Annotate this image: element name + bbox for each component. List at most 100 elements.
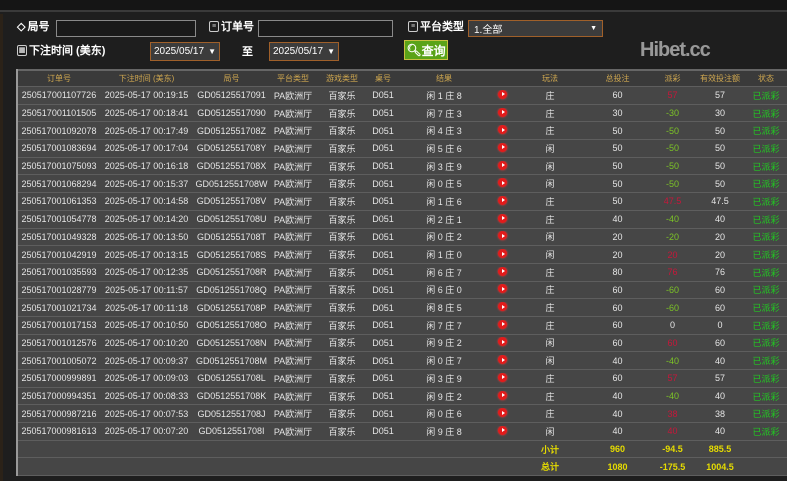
table-row[interactable]: 250517001005072 2025-05-17 00:09:37 GD0512…	[18, 352, 787, 370]
table-id: D051	[372, 143, 394, 154]
table-row[interactable]: 250517001083694 2025-05-17 00:17:04 GD0512…	[18, 140, 787, 158]
play-video-icon[interactable]	[498, 213, 507, 223]
table-row[interactable]: 250517001017153 2025-05-17 00:10:50 GD0512…	[18, 316, 787, 335]
platform: PA欧洲厅	[273, 338, 313, 349]
order-input[interactable]	[258, 20, 393, 37]
bet-type: 闲	[545, 356, 555, 367]
table-id: D051	[372, 267, 394, 278]
status: 已派彩	[752, 426, 780, 437]
date-to-select[interactable]: 2025/05/17 ▼	[269, 42, 339, 61]
table-row[interactable]: 250517001012576 2025-05-17 00:10:20 GD0512…	[18, 334, 787, 353]
table-row[interactable]: 250517001049328 2025-05-17 00:13:50 GD0512…	[18, 228, 787, 247]
play-video-icon[interactable]	[498, 195, 507, 205]
bet-type: 闲	[545, 161, 555, 172]
play-video-icon[interactable]	[498, 107, 507, 117]
round-id: GD0512551708T	[196, 231, 267, 242]
round-input[interactable]	[56, 20, 196, 37]
platform: PA欧洲厅	[273, 267, 313, 278]
play-video-icon[interactable]	[498, 142, 507, 152]
result: 闲 9 庄 2	[426, 391, 462, 402]
table-row[interactable]: 250517000981613 2025-05-17 00:07:20 GD0512…	[18, 423, 787, 441]
play-video-icon[interactable]	[498, 372, 507, 382]
table-row[interactable]: 250517001054778 2025-05-17 00:14:20 GD0512…	[18, 210, 787, 229]
video-cell	[490, 425, 515, 437]
play-video-icon[interactable]	[498, 390, 507, 400]
platform: PA欧洲厅	[273, 232, 313, 243]
play-video-icon[interactable]	[498, 319, 507, 329]
play-video-icon[interactable]	[498, 249, 507, 259]
table-row[interactable]: 250517001092078 2025-05-17 00:17:49 GD0512…	[18, 122, 787, 141]
table-row[interactable]: 250517001028779 2025-05-17 00:11:57 GD0512…	[18, 281, 787, 300]
video-cell	[490, 266, 515, 278]
platform: PA欧洲厅	[273, 285, 313, 296]
game-type: 百家乐	[328, 196, 356, 207]
bet-type: 闲	[545, 338, 555, 349]
result: 闲 5 庄 6	[426, 143, 462, 154]
platform: PA欧洲厅	[273, 409, 313, 420]
date-from-select[interactable]: 2025/05/17 ▼	[150, 42, 220, 61]
table-row[interactable]: 250517000987216 2025-05-17 00:07:53 GD0512…	[18, 405, 787, 424]
table-id: D051	[372, 125, 394, 136]
result: 闲 7 庄 3	[426, 108, 462, 119]
play-video-icon[interactable]	[498, 178, 507, 188]
list-icon: ≡	[408, 20, 418, 32]
game-type: 百家乐	[328, 232, 356, 243]
payout: 0	[669, 320, 675, 331]
column-header: 有效投注额	[700, 74, 740, 83]
game-type: 百家乐	[328, 338, 356, 349]
game-type: 百家乐	[328, 161, 356, 172]
round-id: GD0512551708Q	[196, 284, 267, 295]
total-row: 总计 1080 -175.5 1004.5	[18, 458, 787, 477]
platform: PA欧洲厅	[273, 143, 313, 154]
subtotal-row-valid-bet: 885.5	[708, 444, 732, 455]
video-cell	[490, 142, 515, 154]
play-video-icon[interactable]	[498, 89, 507, 99]
play-video-icon[interactable]	[498, 425, 507, 435]
play-video-icon[interactable]	[498, 408, 507, 418]
play-video-icon[interactable]	[498, 266, 507, 276]
play-video-icon[interactable]	[498, 125, 507, 135]
platform: PA欧洲厅	[273, 214, 313, 225]
table-row[interactable]: 250517001035593 2025-05-17 00:12:35 GD0512…	[18, 263, 787, 282]
table-row[interactable]: 250517001068294 2025-05-17 00:15:37 GD0512…	[18, 175, 787, 194]
subtotal-row: 小计 960 -94.5 885.5	[18, 440, 787, 459]
table-row[interactable]: 250517001042919 2025-05-17 00:13:15 GD0512…	[18, 246, 787, 264]
play-video-icon[interactable]	[498, 160, 507, 170]
video-cell	[490, 178, 515, 189]
column-header: 局号	[223, 74, 240, 83]
table-row[interactable]: 250517001061353 2025-05-17 00:14:58 GD0512…	[18, 193, 787, 211]
status: 已派彩	[752, 143, 780, 154]
bet-type: 庄	[545, 391, 555, 402]
result: 闲 3 庄 9	[426, 161, 462, 172]
status: 已派彩	[752, 179, 780, 190]
play-video-icon[interactable]	[498, 337, 507, 347]
table-row[interactable]: 250517001075093 2025-05-17 00:16:18 GD0512…	[18, 157, 787, 176]
play-video-icon[interactable]	[498, 355, 507, 365]
bet-type: 庄	[545, 126, 555, 137]
payout: -30	[665, 108, 679, 119]
total-bet: 80	[612, 267, 623, 278]
table-row[interactable]: 250517000999891 2025-05-17 00:09:03 GD0512…	[18, 370, 787, 388]
valid-bet: 47.5	[711, 196, 729, 207]
platform-select[interactable]: 1.全部 ▼	[468, 20, 603, 37]
play-video-icon[interactable]	[498, 231, 507, 241]
table-row[interactable]: 250517001021734 2025-05-17 00:11:18 GD0512…	[18, 299, 787, 317]
result: 闲 9 庄 2	[426, 338, 462, 349]
play-video-icon[interactable]	[498, 284, 507, 294]
total-row-payout: -175.5	[659, 461, 686, 472]
column-header: 状态	[758, 74, 774, 83]
table-row[interactable]: 250517001107726 2025-05-17 00:19:15 GD0512…	[18, 87, 787, 105]
table-id: D051	[372, 161, 394, 172]
query-button[interactable]: 🔍︎ 查询	[404, 40, 448, 60]
table-id: D051	[372, 391, 394, 402]
play-video-icon[interactable]	[498, 302, 507, 312]
status: 已派彩	[752, 391, 780, 402]
status: 已派彩	[752, 320, 780, 331]
table-row[interactable]: 250517001101505 2025-05-17 00:18:41 GD0512…	[18, 104, 787, 123]
order-id: 250517001005072	[21, 355, 97, 366]
table-row[interactable]: 250517000994351 2025-05-17 00:08:33 GD0512…	[18, 387, 787, 406]
table-id: D051	[372, 249, 394, 260]
table-id: D051	[372, 320, 394, 331]
total-row-total-bet: 1080	[607, 461, 628, 472]
valid-bet: 60	[714, 337, 725, 348]
